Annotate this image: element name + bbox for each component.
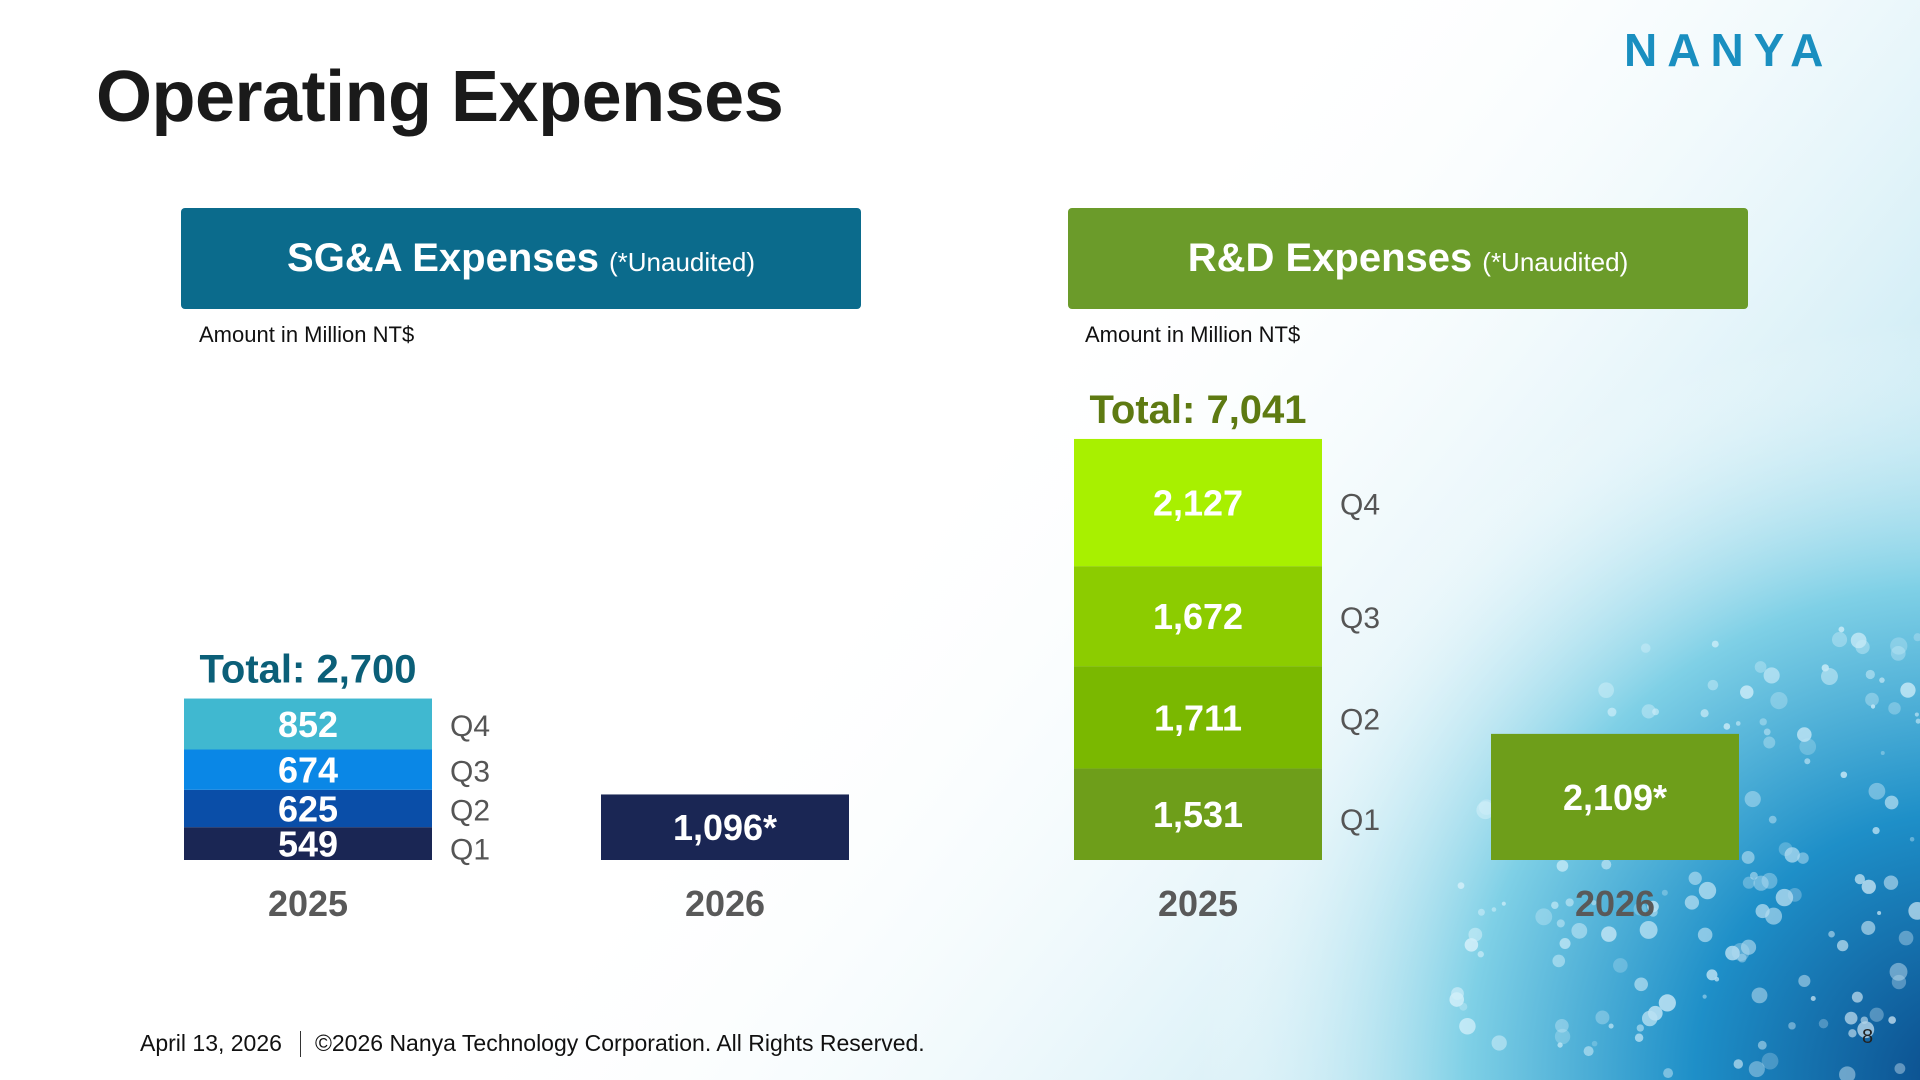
sga-quarter-label-q1: Q1 <box>450 834 490 867</box>
rd-bar-2025-q1 <box>1074 768 1322 860</box>
rd-bar-2025-q3 <box>1074 566 1322 667</box>
rd-category-label-2026: 2026 <box>1575 883 1655 924</box>
sga-chart: 549 Q1 625 Q2 674 Q3 852 Q4 Total: 2,700 1,096* 20… <box>184 648 849 924</box>
sga-bar-2025-q3 <box>184 749 432 790</box>
sga-value-label-2025-q4: 852 <box>278 704 338 745</box>
sga-title: SG&A Expenses <box>287 236 599 280</box>
sga-value-label-2025-q1: 549 <box>278 824 338 865</box>
rd-quarter-label-q2: Q2 <box>1340 703 1380 736</box>
sga-bar-2025-q4 <box>184 698 432 750</box>
footer-separator <box>299 1030 301 1057</box>
sga-unit-label: Amount in Million NT$ <box>199 322 415 347</box>
sga-quarter-label-q3: Q3 <box>450 756 490 789</box>
rd-title-note: (*Unaudited) <box>1482 247 1629 277</box>
sga-header: SG&A Expenses (*Unaudited) <box>181 208 861 309</box>
rd-bar-2026 <box>1491 733 1739 860</box>
rd-header: R&D Expenses (*Unaudited) <box>1068 208 1748 309</box>
rd-value-label-2026: 2,109* <box>1563 777 1667 818</box>
rd-unit-label: Amount in Million NT$ <box>1085 322 1301 347</box>
rd-category-label-2025: 2025 <box>1158 883 1238 924</box>
sga-category-label-2026: 2026 <box>685 883 765 924</box>
sga-quarter-label-q2: Q2 <box>450 794 490 827</box>
page-number: 8 <box>1862 1026 1874 1048</box>
footer-date: April 13, 2026 <box>140 1030 282 1056</box>
page-title: Operating Expenses <box>96 57 784 137</box>
rd-quarter-label-q1: Q1 <box>1340 804 1380 837</box>
sga-value-label-2026: 1,096* <box>673 807 777 848</box>
sga-bar-2025-q1 <box>184 827 432 860</box>
sga-value-label-2025-q2: 625 <box>278 788 338 829</box>
rd-value-label-2025-q4: 2,127 <box>1153 483 1243 524</box>
footer-copyright: ©2026 Nanya Technology Corporation. All … <box>314 1030 925 1056</box>
rd-title: R&D Expenses <box>1187 236 1473 280</box>
rd-value-label-2025-q2: 1,711 <box>1154 697 1242 738</box>
rd-total-label: Total: 7,041 <box>1089 388 1306 432</box>
rd-quarter-label-q3: Q3 <box>1340 602 1380 635</box>
rd-quarter-label-q4: Q4 <box>1340 489 1380 522</box>
rd-value-label-2025-q3: 1,672 <box>1153 596 1243 637</box>
rd-bar-2025-q2 <box>1074 666 1322 769</box>
sga-category-label-2025: 2025 <box>268 883 348 924</box>
sga-bar-2026 <box>601 794 849 860</box>
sga-title-note: (*Unaudited) <box>609 247 755 277</box>
nanya-logo: NANYA <box>1624 24 1833 76</box>
rd-chart: 1,531 Q1 1,711 Q2 1,672 Q3 2,127 Q4 Total: 7,041… <box>1074 388 1739 924</box>
footer: April 13, 2026 ©2026 Nanya Technology Co… <box>140 1030 925 1057</box>
sga-bar-2025-q2 <box>184 789 432 828</box>
rd-bar-2025-q4 <box>1074 438 1322 567</box>
logo-text: NANYA <box>1624 24 1833 76</box>
rd-value-label-2025-q1: 1,531 <box>1153 794 1243 835</box>
sga-total-label: Total: 2,700 <box>199 648 416 692</box>
sga-quarter-label-q4: Q4 <box>450 710 490 743</box>
sga-value-label-2025-q3: 674 <box>278 750 338 791</box>
